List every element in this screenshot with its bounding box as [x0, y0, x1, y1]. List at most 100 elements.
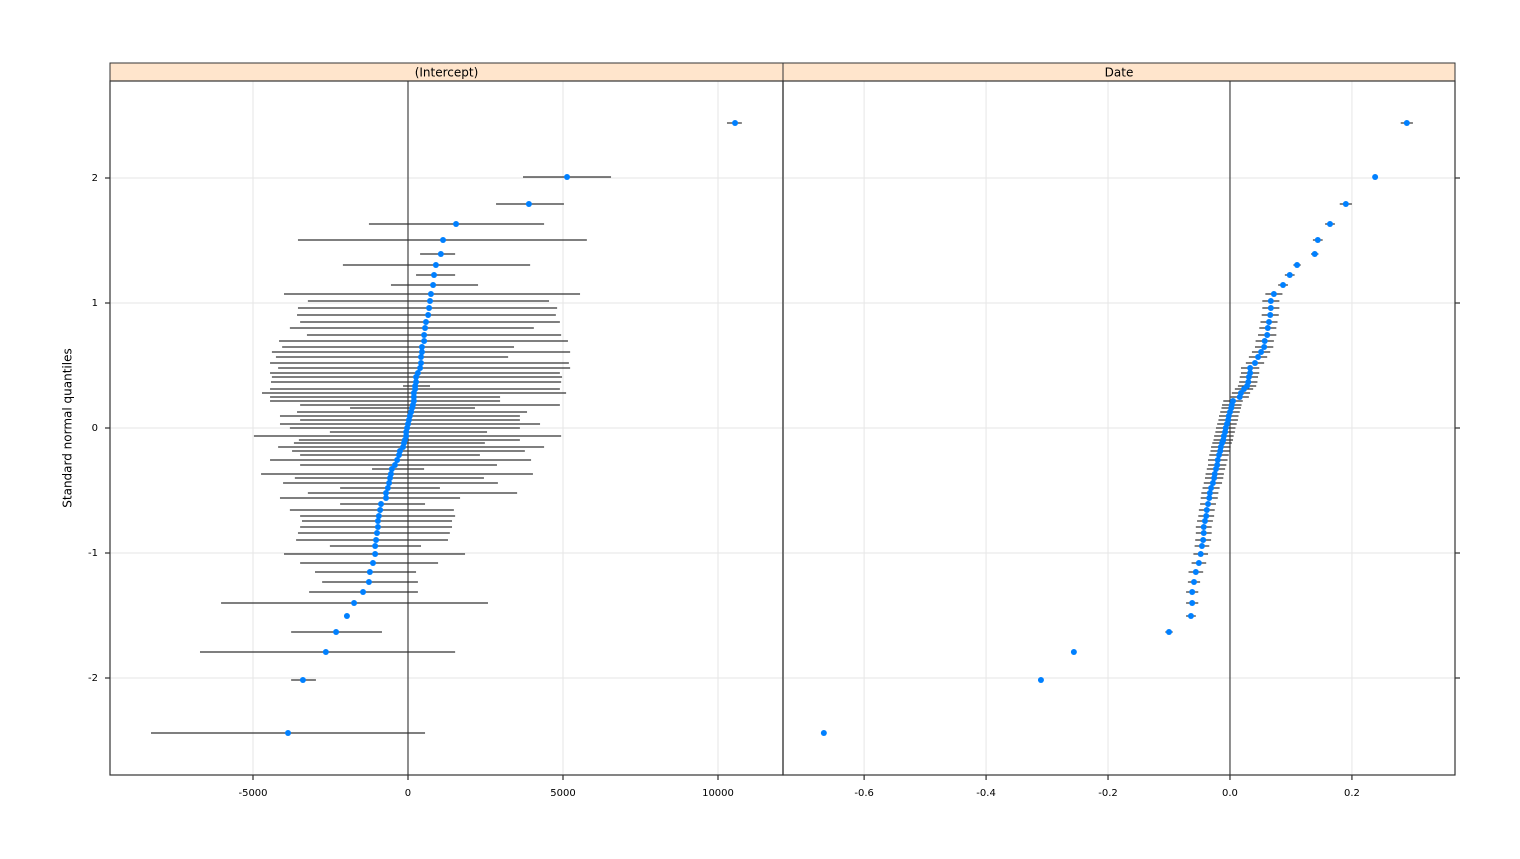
x-tick-label: 0 — [405, 788, 411, 799]
point — [333, 629, 340, 635]
point — [1214, 457, 1221, 463]
point — [1189, 600, 1196, 606]
point — [1209, 480, 1216, 486]
point — [1247, 365, 1254, 371]
point — [1197, 551, 1204, 557]
point — [1166, 629, 1173, 635]
y-axis-label: Standard normal quantiles — [61, 348, 75, 507]
x-tick-label: 0.2 — [1344, 788, 1360, 799]
point — [1264, 325, 1271, 331]
point — [285, 730, 292, 736]
point — [387, 471, 394, 477]
x-tick-label: -0.6 — [854, 788, 874, 799]
point — [1294, 262, 1301, 268]
point — [1261, 344, 1268, 350]
point — [369, 560, 376, 566]
point — [1251, 360, 1258, 366]
point — [437, 251, 444, 257]
x-tick-label: -0.4 — [976, 788, 996, 799]
point — [1247, 370, 1254, 376]
point — [391, 462, 398, 468]
point — [360, 589, 367, 595]
point — [1206, 495, 1213, 501]
point — [1191, 579, 1198, 585]
x-tick-label: 0.0 — [1222, 788, 1238, 799]
point — [1267, 312, 1274, 318]
x-tick-label: 5000 — [550, 788, 575, 799]
point — [427, 291, 434, 297]
y-tick-label: 2 — [92, 173, 98, 184]
point — [343, 613, 350, 619]
point — [375, 513, 382, 519]
point — [422, 325, 429, 331]
x-tick-label: 10000 — [702, 788, 734, 799]
panel-frame — [782, 80, 1456, 776]
point — [1266, 319, 1273, 325]
point — [372, 543, 379, 549]
point — [440, 237, 447, 243]
point — [351, 600, 358, 606]
point — [1200, 530, 1207, 536]
point — [1200, 537, 1207, 543]
point — [732, 120, 739, 126]
point — [564, 174, 571, 180]
point — [1342, 201, 1349, 207]
point — [431, 272, 438, 278]
point — [1203, 507, 1210, 513]
point — [1203, 513, 1210, 519]
point — [525, 201, 532, 207]
point — [427, 298, 434, 304]
point — [322, 649, 329, 655]
point — [1255, 354, 1262, 360]
point — [1267, 298, 1274, 304]
x-tick-label: -0.2 — [1098, 788, 1118, 799]
strip-label: Date — [1105, 66, 1134, 80]
point — [1198, 543, 1205, 549]
point — [1195, 560, 1202, 566]
point — [1201, 518, 1208, 524]
point — [1270, 291, 1277, 297]
point — [1189, 589, 1196, 595]
point — [1206, 490, 1213, 496]
point — [421, 332, 428, 338]
point — [413, 379, 420, 385]
point — [1192, 569, 1199, 575]
point — [373, 537, 380, 543]
point — [299, 677, 306, 683]
point — [1286, 272, 1293, 278]
point — [377, 507, 384, 513]
point — [418, 360, 425, 366]
point — [374, 518, 381, 524]
point — [1211, 471, 1218, 477]
x-tick-label: -5000 — [238, 788, 267, 799]
y-tick-label: -2 — [88, 673, 98, 684]
point — [1245, 379, 1252, 385]
point — [373, 530, 380, 536]
point — [1208, 485, 1215, 491]
point — [432, 262, 439, 268]
point — [1403, 120, 1410, 126]
point — [1261, 338, 1268, 344]
point — [366, 569, 373, 575]
point — [417, 365, 424, 371]
point — [1264, 332, 1271, 338]
point — [1200, 524, 1207, 530]
y-tick-label: -1 — [88, 548, 98, 559]
point — [1037, 677, 1044, 683]
strip-label: (Intercept) — [415, 66, 479, 80]
point — [453, 221, 460, 227]
point — [418, 354, 425, 360]
point — [1311, 251, 1318, 257]
point — [382, 495, 389, 501]
point — [418, 344, 425, 350]
point — [1205, 501, 1212, 507]
y-tick-label: 0 — [92, 423, 98, 434]
point — [1230, 398, 1237, 404]
point — [1314, 237, 1321, 243]
point — [384, 485, 391, 491]
point — [1258, 349, 1265, 355]
point — [426, 305, 433, 311]
point — [418, 349, 425, 355]
point — [378, 501, 385, 507]
y-tick-label: 1 — [92, 298, 98, 309]
